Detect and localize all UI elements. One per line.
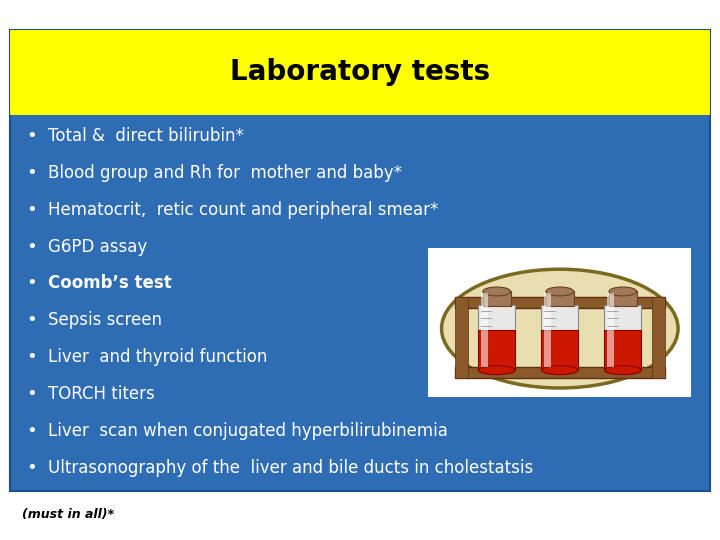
Bar [544,293,551,367]
Text: •: • [26,458,37,477]
Text: TORCH titers: TORCH titers [48,385,154,403]
Ellipse shape [605,366,642,375]
Text: •: • [26,127,37,145]
Text: Liver  and thyroid function: Liver and thyroid function [48,348,267,366]
Bar [652,298,665,377]
Text: Coomb’s test: Coomb’s test [48,274,171,293]
Text: •: • [26,201,37,219]
Ellipse shape [478,366,515,375]
Text: •: • [26,385,37,403]
Bar [607,293,613,367]
Ellipse shape [483,287,510,296]
Bar [478,305,515,333]
Text: Sepsis screen: Sepsis screen [48,312,161,329]
Text: Blood group and Rh for  mother and baby*: Blood group and Rh for mother and baby* [48,164,402,182]
Bar [455,367,665,377]
Text: Liver  scan when conjugated hyperbilirubinemia: Liver scan when conjugated hyperbilirubi… [48,422,447,440]
Bar [605,330,642,370]
Ellipse shape [441,269,678,388]
Ellipse shape [546,287,574,296]
Text: Total &  direct bilirubin*: Total & direct bilirubin* [48,127,243,145]
Text: •: • [26,422,37,440]
Text: Laboratory tests: Laboratory tests [230,58,490,86]
Bar [481,293,487,367]
Text: (must in all)*: (must in all)* [22,508,114,521]
Text: •: • [26,238,37,255]
Bar [478,330,515,370]
Bar [483,292,510,306]
Text: Ultrasonography of the  liver and bile ducts in cholestatsis: Ultrasonography of the liver and bile du… [48,458,533,477]
Text: •: • [26,164,37,182]
Bar [609,292,636,306]
Bar [455,298,665,308]
Bar [546,292,574,306]
Ellipse shape [609,287,636,296]
Text: Hematocrit,  retic count and peripheral smear*: Hematocrit, retic count and peripheral s… [48,201,438,219]
Bar [541,305,578,333]
Text: •: • [26,274,37,293]
Bar [541,330,578,370]
Ellipse shape [541,366,578,375]
Bar [455,298,468,377]
Text: •: • [26,348,37,366]
Text: •: • [26,312,37,329]
Text: G6PD assay: G6PD assay [48,238,147,255]
Bar [605,305,642,333]
